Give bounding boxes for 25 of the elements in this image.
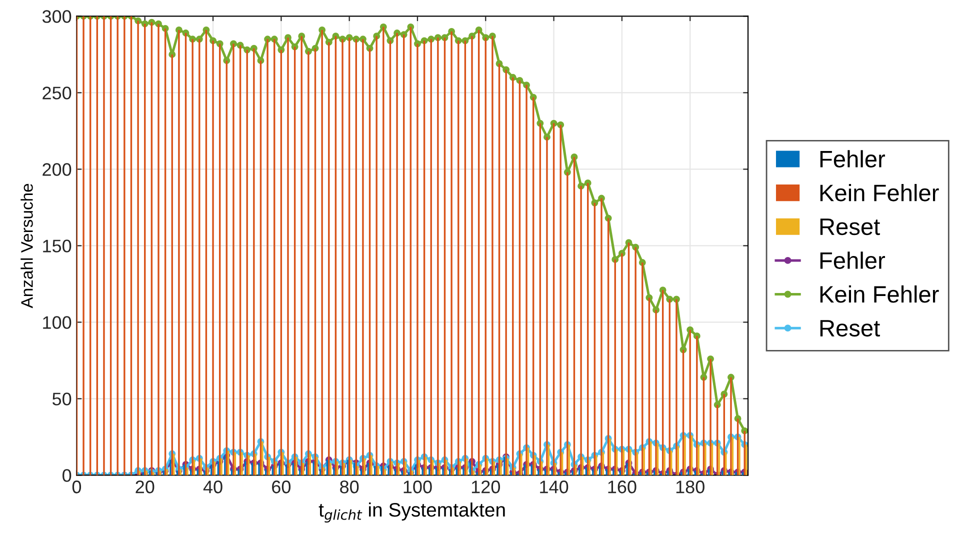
legend-label: Reset bbox=[820, 320, 880, 337]
x-tick-label: 180 bbox=[676, 480, 704, 494]
x-tick-label: 160 bbox=[608, 480, 636, 494]
x-tick-label: 60 bbox=[272, 480, 291, 494]
y-tick-label: 250 bbox=[42, 86, 72, 100]
x-axis-title: t$_{glicht}$ in Systemtakten bbox=[318, 502, 505, 523]
y-tick-label: 50 bbox=[52, 392, 72, 406]
legend-label: Fehler bbox=[820, 150, 886, 168]
x-tick-label: 120 bbox=[472, 480, 500, 494]
y-tick-label: 300 bbox=[42, 10, 72, 23]
x-tick-label: 100 bbox=[404, 480, 432, 494]
x-tick-label: 80 bbox=[340, 480, 359, 494]
legend-label: Kein Fehler bbox=[820, 285, 939, 303]
legend-label: Fehler bbox=[820, 252, 886, 269]
x-tick-label: 140 bbox=[540, 480, 568, 494]
x-tick-label: 20 bbox=[136, 480, 154, 494]
x-tick-label: 0 bbox=[72, 480, 82, 494]
y-tick-label: 200 bbox=[42, 163, 72, 176]
y-tick-label: 0 bbox=[62, 469, 72, 482]
y-axis-title: Anzahl Versuche bbox=[20, 184, 33, 308]
y-tick-label: 150 bbox=[43, 240, 72, 252]
legend-label: Kein Fehler bbox=[820, 184, 939, 202]
x-tick-label: 40 bbox=[203, 480, 222, 494]
y-tick-label: 100 bbox=[43, 316, 72, 329]
legend-label: Reset bbox=[820, 218, 880, 236]
